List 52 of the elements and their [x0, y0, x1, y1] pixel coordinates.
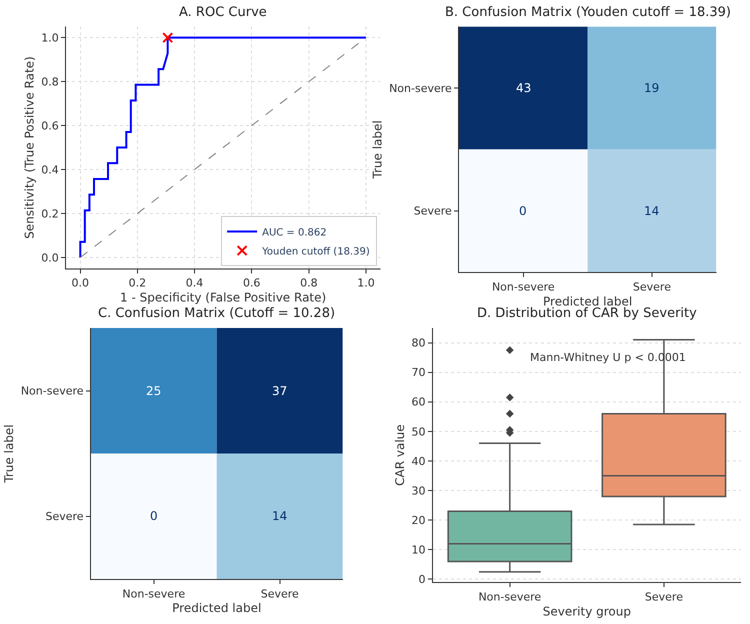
y-tick-label: 0.4 — [41, 163, 59, 176]
x-axis-title: 1 - Specificity (False Positive Rate) — [120, 290, 326, 305]
legend-label: Youden cutoff (18.39) — [261, 246, 370, 258]
chart-title: A. ROC Curve — [179, 5, 267, 20]
x-tick-label: Severe — [644, 590, 684, 604]
y-tick-label: 1.0 — [41, 32, 59, 44]
x-axis-title: Predicted label — [172, 601, 262, 616]
y-tick-label: 20 — [412, 514, 426, 527]
x-tick-label: Non-severe — [478, 590, 542, 604]
y-axis-title: Sensitivity (True Positive Rate) — [22, 56, 37, 239]
x-tick-label: 0.8 — [300, 276, 318, 290]
y-tick-label: 50 — [412, 425, 426, 438]
y-tick-label: 0 — [418, 573, 426, 586]
y-tick-label: Severe — [45, 510, 84, 524]
legend-label: AUC = 0.862 — [262, 227, 327, 238]
y-tick-label: 10 — [412, 544, 426, 557]
y-tick-label: Non-severe — [20, 384, 84, 398]
x-tick-label: Severe — [260, 587, 300, 600]
y-axis-title: True label — [2, 424, 16, 484]
data-label: 14 — [272, 509, 288, 523]
x-tick-label: 0.6 — [242, 276, 260, 290]
y-tick-label: 30 — [412, 484, 426, 498]
data-label: 14 — [644, 204, 660, 218]
chart-title: D. Distribution of CAR by Severity — [477, 306, 698, 321]
data-label: 37 — [272, 384, 288, 398]
y-axis-title: True label — [370, 120, 384, 180]
y-tick-label: 0.2 — [41, 207, 59, 220]
x-tick-label: 0.2 — [128, 276, 146, 290]
y-tick-label: 0.0 — [41, 251, 59, 264]
x-tick-label: 1.0 — [357, 276, 375, 290]
data-label: 0 — [150, 509, 158, 523]
y-tick-label: 0.8 — [41, 75, 59, 88]
y-tick-label: 0.6 — [41, 119, 59, 132]
y-tick-label: 70 — [412, 366, 426, 380]
x-tick-label: Non-severe — [492, 280, 555, 294]
x-tick-label: Non-severe — [122, 587, 186, 600]
x-axis-title: Predicted label — [543, 294, 632, 308]
x-tick-label: Severe — [632, 280, 672, 294]
y-axis-title: CAR value — [392, 424, 407, 486]
y-tick-label: Severe — [414, 204, 452, 218]
data-label: 25 — [146, 384, 162, 398]
data-label: 19 — [644, 81, 660, 95]
y-tick-label: 80 — [412, 336, 426, 350]
chart-title: C. Confusion Matrix (Cutoff = 10.28) — [98, 306, 336, 321]
y-tick-label: Non-severe — [389, 82, 452, 95]
data-label: 0 — [519, 204, 527, 218]
y-tick-label: 40 — [412, 454, 426, 468]
x-tick-label: 0.4 — [186, 276, 204, 290]
x-axis-title: Severity group — [542, 604, 631, 618]
data-label: 43 — [516, 81, 532, 95]
y-tick-label: 60 — [412, 396, 426, 409]
chart-title: B. Confusion Matrix (Youden cutoff = 18.39) — [445, 5, 731, 20]
